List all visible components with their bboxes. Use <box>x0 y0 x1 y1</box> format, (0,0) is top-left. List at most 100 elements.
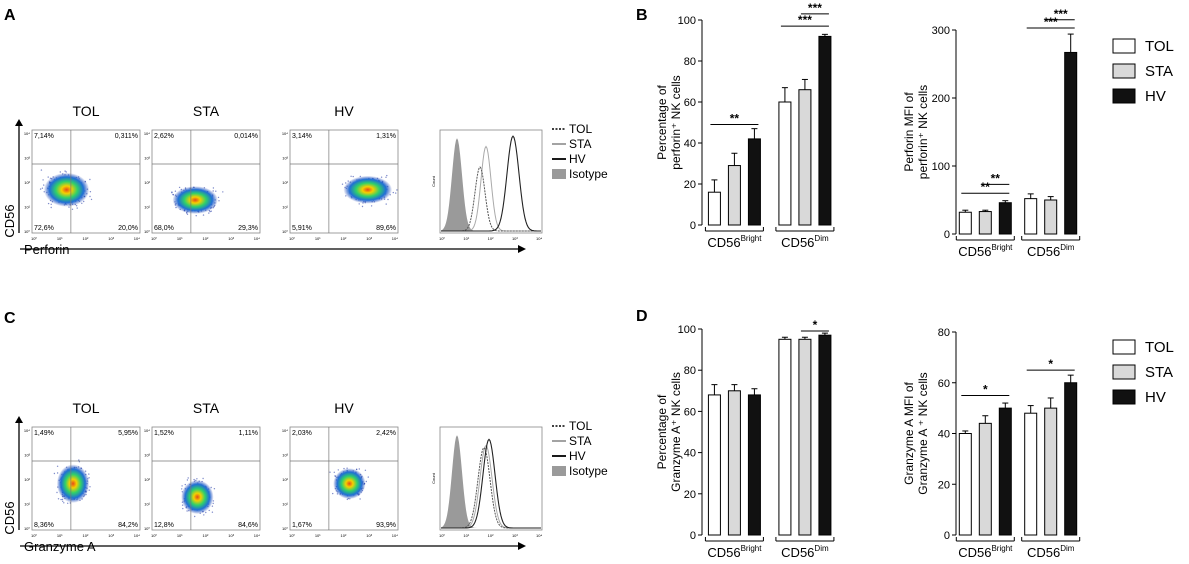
event-dot <box>365 480 367 483</box>
histogram-legend-label: Isotype <box>569 464 608 478</box>
legend-label: TOL <box>1145 38 1174 55</box>
significance-label: ** <box>981 180 991 194</box>
event-dot <box>182 507 184 510</box>
quadrant-ul-value: 3,14% <box>292 133 312 140</box>
histogram-decade-label: 10⁰ <box>439 236 445 241</box>
bar-tol <box>778 101 792 226</box>
event-dot <box>187 477 189 479</box>
y-tick-label: 40 <box>938 429 950 441</box>
x-decade-label: 10¹ <box>315 236 321 241</box>
y-decade-label: 10¹ <box>24 204 30 209</box>
y-axis-title-line: Granzyme A MFI of <box>902 381 916 484</box>
x-decade-label: 10¹ <box>177 533 183 538</box>
x-decade-label: 10⁰ <box>31 236 37 241</box>
quadrant-ur-value: 1,31% <box>376 133 396 140</box>
y-decade-label: 10² <box>24 477 30 482</box>
legend-label: STA <box>1145 364 1173 381</box>
event-dot <box>385 203 387 205</box>
event-dot <box>181 485 183 487</box>
dot-plot-title: TOL <box>73 400 100 416</box>
significance-label: *** <box>1044 15 1058 29</box>
event-dot <box>203 514 205 516</box>
dot-plot-title: STA <box>193 103 220 119</box>
significance-label: *** <box>1054 7 1068 21</box>
y-tick-label: 60 <box>684 97 696 109</box>
event-dot <box>387 198 389 201</box>
event-dot <box>63 502 65 504</box>
category-label: CD56Dim <box>781 234 829 250</box>
event-dot <box>171 191 173 193</box>
event-dot <box>68 206 70 208</box>
category-label-main: CD56 <box>781 235 814 250</box>
event-dot <box>184 483 186 486</box>
bar-hv <box>998 407 1012 536</box>
x-decade-label: 10¹ <box>177 236 183 241</box>
event-dot <box>41 187 44 189</box>
event-dot <box>352 175 354 178</box>
quadrant-lr-value: 29,3% <box>238 225 258 232</box>
significance-label: * <box>1048 357 1053 371</box>
y-axis-title-line: Granzyme A⁺ NK cells <box>669 372 683 492</box>
y-tick-label: 40 <box>684 448 696 460</box>
event-dot <box>222 191 224 193</box>
event-dot <box>53 472 56 475</box>
legend-swatch-sta <box>1112 63 1136 79</box>
category-label-sup: Dim <box>814 234 829 243</box>
x-decade-label: 10³ <box>366 533 372 538</box>
y-tick-label: 200 <box>932 93 950 105</box>
legend-swatch-hv <box>1112 389 1136 405</box>
histogram-hv-curve <box>441 438 541 529</box>
y-tick-label: 0 <box>690 220 696 232</box>
legend-b: TOL STA HV <box>1112 38 1174 105</box>
y-axis-title-line: Percentage of <box>655 394 669 469</box>
event-dot <box>56 465 59 467</box>
event-dot <box>178 186 181 189</box>
y-decade-label: 10³ <box>144 452 150 457</box>
x-decade-label: 10⁴ <box>254 236 260 241</box>
event-dot <box>346 498 348 501</box>
histogram-decade-label: 10² <box>488 236 494 241</box>
x-decade-label: 10³ <box>108 236 114 241</box>
event-dot <box>89 191 92 193</box>
event-dot <box>217 196 220 199</box>
dot-plot-frame <box>151 426 261 531</box>
bar-sta <box>1044 199 1058 235</box>
event-dot <box>50 203 52 205</box>
quadrant-ul-value: 7,14% <box>34 133 54 140</box>
chart-granzyme-percentage: 0 20 40 60 80 100 Percentage ofGranzyme A⁺ NK … <box>655 318 835 560</box>
y-tick-label: 0 <box>944 530 950 542</box>
x-decade-label: 10⁰ <box>289 533 295 538</box>
histogram-isotype-peak <box>441 435 541 528</box>
event-dot <box>356 468 358 470</box>
chart-granzyme-mfi: 0 20 40 60 80 Granzyme A MFI ofGranzyme A ⁺ N… <box>902 327 1081 560</box>
y-tick-label: 100 <box>678 324 696 336</box>
event-dot <box>211 511 214 513</box>
event-dot <box>181 504 184 506</box>
bar-hv <box>1064 382 1078 536</box>
chart-perforin-mfi: 0 100 200 300 Perforin MFI ofperforin⁺ NK ce… <box>902 7 1081 259</box>
event-dot <box>62 500 64 502</box>
histogram-decade-label: 10⁴ <box>536 533 542 538</box>
bar-hv <box>1064 51 1078 235</box>
category-label: CD56Bright <box>707 544 762 560</box>
quadrant-lr-value: 84,6% <box>238 522 258 529</box>
event-dot <box>172 193 174 196</box>
event-dot <box>215 190 217 192</box>
event-dot <box>386 174 388 177</box>
event-dot <box>67 502 69 504</box>
y-decade-label: 10⁴ <box>24 131 30 136</box>
event-dot <box>332 492 334 495</box>
x-decade-label: 10⁴ <box>392 236 398 241</box>
dot-plot-title: HV <box>334 400 354 416</box>
x-decade-label: 10³ <box>108 533 114 538</box>
event-dot <box>81 202 83 204</box>
histogram-legend-label: STA <box>569 137 591 151</box>
event-dot <box>208 212 210 214</box>
category-label-sup: Dim <box>1060 544 1075 553</box>
x-decade-label: 10⁰ <box>31 533 37 538</box>
y-axis-title: Percentage ofperforin⁺ NK cells <box>655 75 683 169</box>
y-decade-label: 10² <box>24 180 30 185</box>
quadrant-lr-value: 84,2% <box>118 522 138 529</box>
